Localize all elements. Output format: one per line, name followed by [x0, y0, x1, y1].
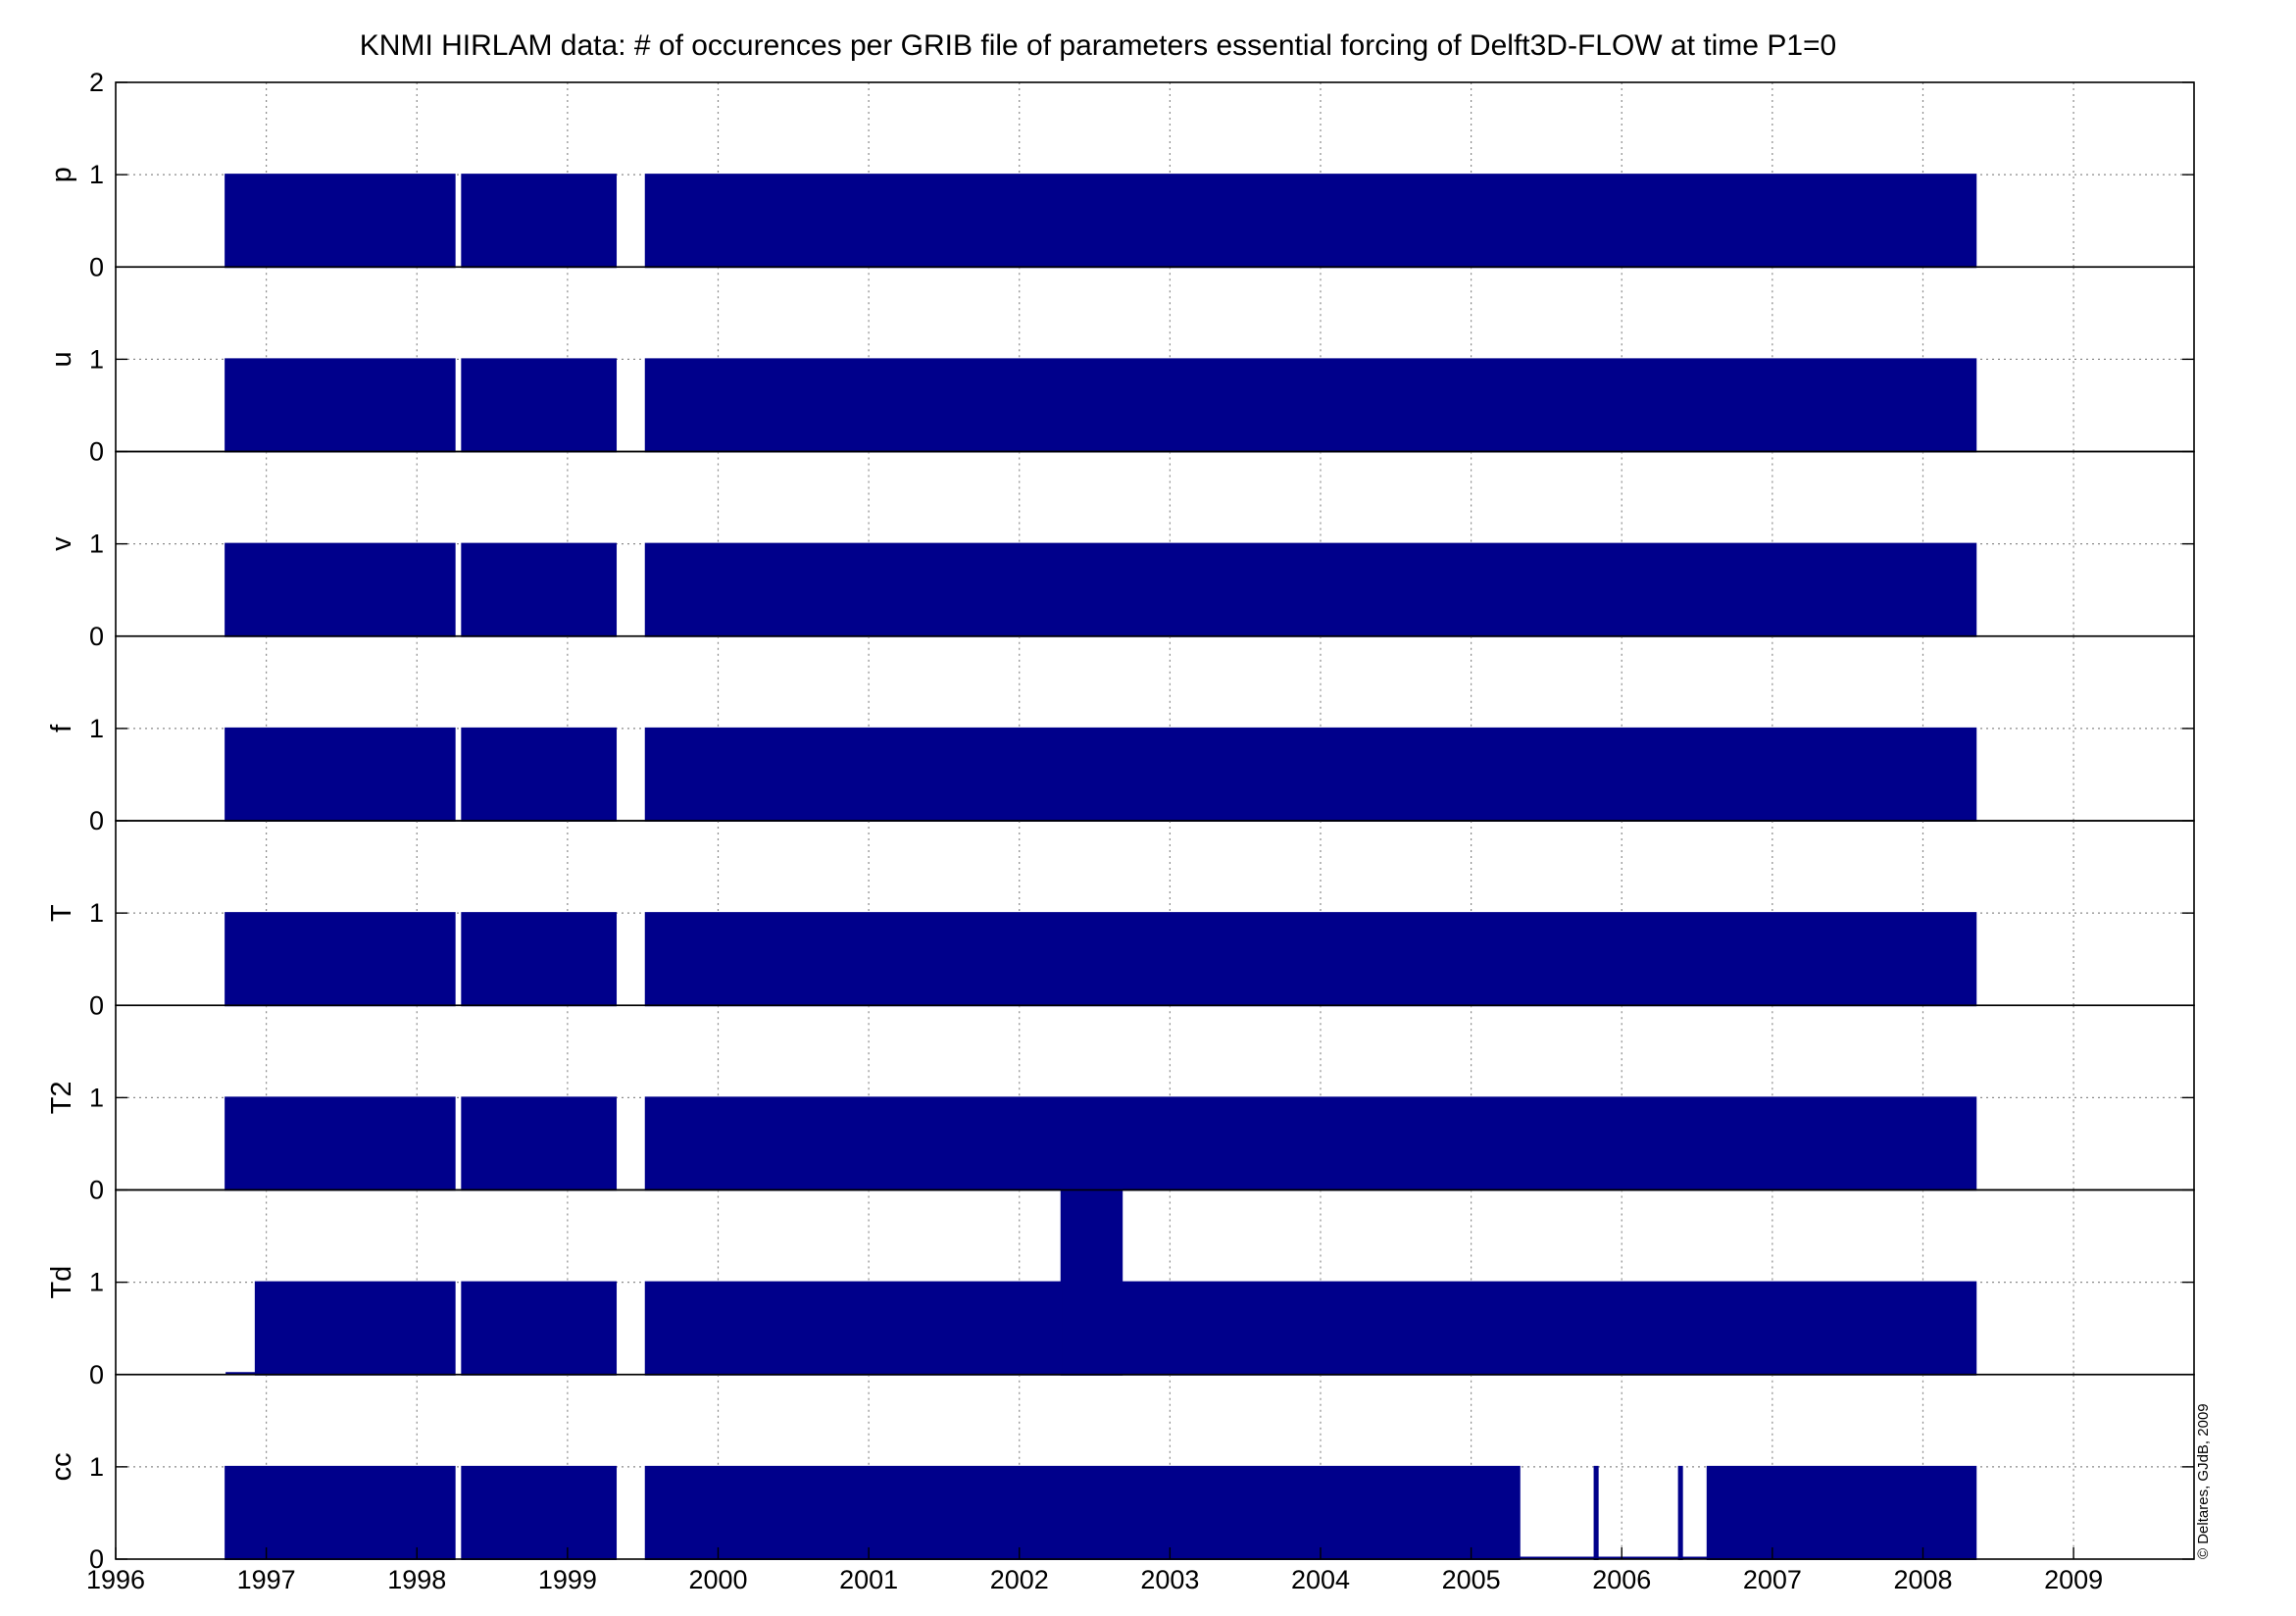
credit-text: © Deltares, GJdB, 2009	[2195, 1403, 2212, 1559]
panel-T2: 0 1 T2	[46, 1004, 2195, 1205]
bar-f-0-0	[225, 727, 456, 822]
bar-T-0-1	[461, 912, 618, 1007]
panel-v: 0 1v	[46, 450, 2195, 651]
panel-T: 0 1T	[46, 820, 2195, 1020]
bar-cc-0-2	[644, 1465, 1521, 1560]
panel-label-T2: T2	[46, 1081, 77, 1114]
bar-Td-2-0	[1060, 1188, 1123, 1376]
bar-p-0-1	[461, 174, 618, 269]
panel-label-v: v	[46, 536, 77, 551]
bar-Td-1-2	[644, 1281, 1977, 1376]
bar-u-0-1	[461, 358, 618, 453]
ytick-label-cc-1: 1	[89, 1452, 104, 1482]
ytick-label-T2-0: 0	[89, 1176, 104, 1205]
ytick-label-p-0: 0	[89, 252, 104, 281]
ytick-label-f-0: 0	[89, 806, 104, 835]
bar-v-0-0	[225, 542, 456, 637]
bar-cc-2-0	[1593, 1465, 1599, 1560]
bar-p-0-0	[225, 174, 456, 269]
bar-cc-4-0	[1677, 1465, 1683, 1560]
bar-f-0-1	[461, 727, 618, 822]
panel-label-f: f	[46, 724, 77, 732]
xtick-label-1: 1997	[237, 1565, 296, 1594]
ytick-label-u-0: 0	[89, 437, 104, 467]
bar-u-0-2	[644, 358, 1977, 453]
ytick-label-u-1: 1	[89, 344, 104, 374]
bar-T2-0-0	[225, 1096, 456, 1191]
bar-f-0-2	[644, 727, 1977, 822]
x-axis: 1996 1997 1998 1999 2000 2001 2002 2003 2004 2005…	[86, 1547, 2103, 1594]
xtick-label-6: 2002	[990, 1565, 1049, 1594]
chart-title: KNMI HIRLAM data: # of occurences per GR…	[360, 29, 1836, 62]
bar-T2-0-1	[461, 1096, 618, 1191]
xtick-label-11: 2007	[1743, 1565, 1802, 1594]
xtick-label-8: 2004	[1291, 1565, 1350, 1594]
panel-f: 0 1 f	[46, 634, 2195, 835]
panel-label-p: p	[46, 167, 77, 182]
ytick-label-v-0: 0	[89, 622, 104, 651]
bar-cc-0-1	[461, 1465, 618, 1560]
panel-label-Td: Td	[46, 1266, 77, 1299]
panel-cc: 0 1 cc	[46, 1373, 2195, 1574]
bar-T-0-0	[225, 912, 456, 1007]
panel-Td: 0 1 Td	[46, 1188, 2195, 1389]
xtick-label-7: 2003	[1140, 1565, 1199, 1594]
ytick-label-cc-0: 0	[89, 1544, 104, 1574]
xtick-label-3: 1999	[538, 1565, 597, 1594]
ytick-label-v-1: 1	[89, 530, 104, 559]
panel-u: 0 1u	[46, 266, 2195, 467]
bar-Td-1-1	[461, 1281, 618, 1376]
xtick-label-12: 2008	[1893, 1565, 1952, 1594]
bar-v-0-2	[644, 542, 1977, 637]
xtick-label-4: 2000	[688, 1565, 747, 1594]
bar-cc-0-0	[225, 1465, 456, 1560]
bar-T2-0-2	[644, 1096, 1977, 1191]
panel-label-u: u	[46, 351, 77, 367]
ytick-label-T-0: 0	[89, 990, 104, 1020]
ytick-label-p-1: 1	[89, 160, 104, 189]
ytick-label-T2-1: 1	[89, 1083, 104, 1112]
ytick-label-f-1: 1	[89, 714, 104, 743]
panel-label-cc: cc	[46, 1452, 77, 1481]
xtick-label-9: 2005	[1442, 1565, 1501, 1594]
bar-Td-1-0	[254, 1281, 456, 1376]
xtick-label-5: 2001	[839, 1565, 898, 1594]
bar-p-0-2	[644, 174, 1977, 269]
panel-label-T: T	[46, 904, 77, 922]
bar-T-0-2	[644, 912, 1977, 1007]
bar-v-0-1	[461, 542, 618, 637]
bar-u-0-0	[225, 358, 456, 453]
ytick-label-Td-1: 1	[89, 1268, 104, 1297]
bar-cc-6-0	[1706, 1465, 1977, 1560]
ytick-label-Td-0: 0	[89, 1360, 104, 1389]
ytick-label-T-1: 1	[89, 898, 104, 928]
ytick-label-p-2: 2	[89, 68, 104, 97]
xtick-label-10: 2006	[1592, 1565, 1651, 1594]
xtick-label-13: 2009	[2044, 1565, 2103, 1594]
panel-p: 0 1 2 p	[46, 68, 2195, 281]
xtick-label-2: 1998	[387, 1565, 446, 1594]
xtick-label-0: 1996	[86, 1565, 145, 1594]
